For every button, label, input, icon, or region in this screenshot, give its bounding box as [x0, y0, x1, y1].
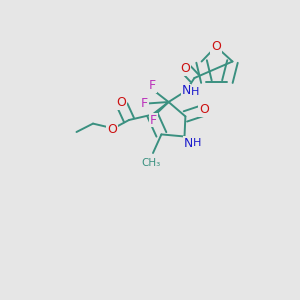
Text: CH₃: CH₃: [142, 158, 161, 168]
Text: N: N: [183, 136, 193, 150]
Text: F: F: [141, 97, 148, 110]
Text: O: O: [211, 40, 221, 53]
Text: O: O: [199, 103, 209, 116]
Text: H: H: [191, 87, 199, 98]
Text: O: O: [116, 96, 126, 109]
Text: F: F: [149, 79, 156, 92]
Text: H: H: [193, 138, 201, 148]
Text: F: F: [150, 113, 157, 127]
Text: O: O: [107, 123, 117, 136]
Text: N: N: [181, 84, 191, 98]
Text: O: O: [181, 62, 190, 75]
